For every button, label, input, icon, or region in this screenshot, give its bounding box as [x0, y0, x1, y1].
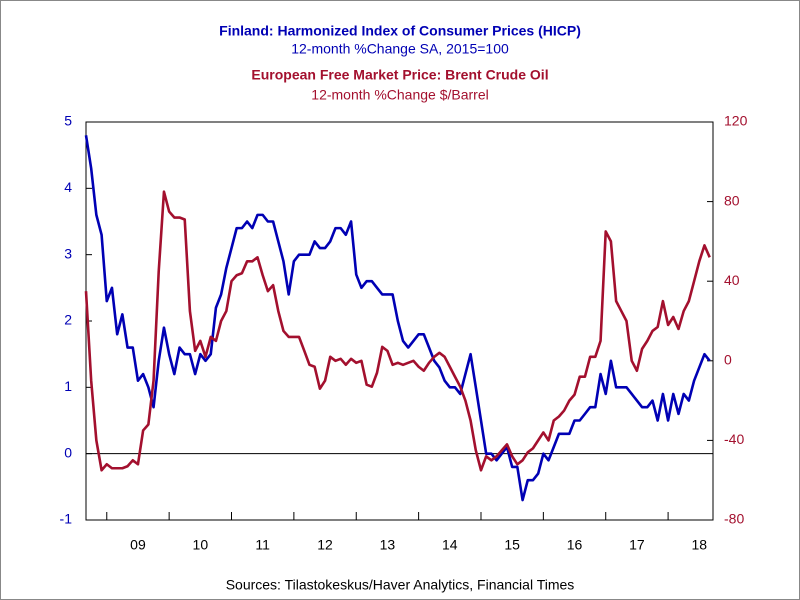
- series-subtitle: 12-month %Change SA, 2015=100: [291, 41, 509, 57]
- y-tick-label: 0: [64, 444, 72, 460]
- y2-tick-label: -80: [724, 511, 744, 527]
- series-line: [84, 190, 711, 472]
- y2-tick-label: -40: [724, 431, 744, 447]
- y-tick-label: 4: [64, 179, 72, 195]
- series-line: [84, 135, 711, 502]
- x-tick-label: 18: [691, 537, 707, 553]
- series-title: Finland: Harmonized Index of Consumer Pr…: [219, 23, 581, 39]
- y2-tick-label: 40: [724, 272, 740, 288]
- y2-tick-label: 80: [724, 192, 740, 208]
- x-tick-label: 14: [442, 537, 458, 553]
- source: Sources: Tilastokeskus/Haver Analytics, …: [226, 577, 575, 593]
- y-tick-label: 1: [64, 378, 72, 394]
- x-tick-label: 13: [380, 537, 396, 553]
- series-subtitle: 12-month %Change $/Barrel: [311, 87, 488, 103]
- x-tick-label: 10: [193, 537, 209, 553]
- y2-tick-label: 120: [724, 113, 748, 129]
- x-tick-label: 11: [255, 537, 270, 553]
- y-tick-label: 2: [64, 312, 72, 328]
- x-tick-label: 17: [629, 537, 645, 553]
- y-tick-label: 3: [64, 245, 72, 261]
- x-tick-label: 15: [504, 537, 520, 553]
- x-tick-label: 12: [317, 537, 333, 553]
- y-tick-label: 5: [64, 113, 72, 129]
- plot-area: [85, 121, 714, 521]
- y-tick-label: -1: [60, 511, 73, 527]
- x-tick-label: 16: [567, 537, 583, 553]
- series-title: European Free Market Price: Brent Crude …: [251, 67, 548, 83]
- x-tick-label: 09: [130, 537, 146, 553]
- y2-tick-label: 0: [724, 352, 732, 368]
